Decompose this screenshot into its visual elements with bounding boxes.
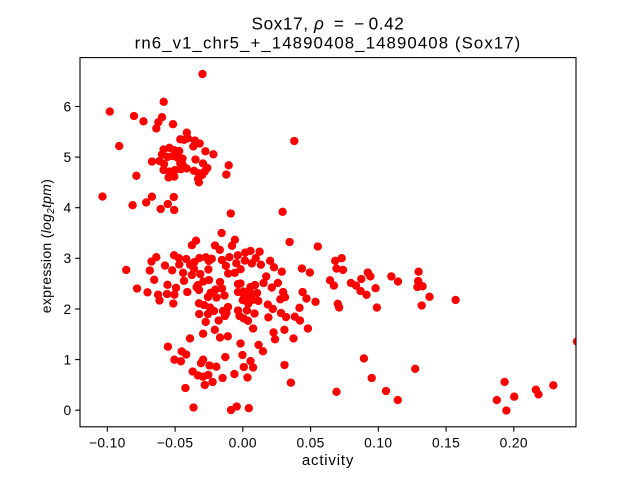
svg-text:5: 5 <box>63 150 71 165</box>
svg-text:3: 3 <box>63 251 71 266</box>
svg-text:0.15: 0.15 <box>432 436 460 451</box>
svg-text:2: 2 <box>63 302 71 317</box>
svg-text:rn6_v1_chr5_+_14890408_1489040: rn6_v1_chr5_+_14890408_14890408 (Sox17) <box>135 34 522 53</box>
svg-text:−0.05: −0.05 <box>157 436 194 451</box>
svg-text:activity: activity <box>302 452 354 469</box>
svg-text:0.10: 0.10 <box>364 436 392 451</box>
svg-text:4: 4 <box>63 201 71 216</box>
svg-text:0.05: 0.05 <box>296 436 324 451</box>
svg-text:0: 0 <box>63 403 71 418</box>
svg-text:−0.10: −0.10 <box>89 436 126 451</box>
svg-text:0.20: 0.20 <box>500 436 528 451</box>
svg-text:6: 6 <box>63 99 71 114</box>
svg-text:0.00: 0.00 <box>229 436 257 451</box>
svg-text:Sox17, ρ = − 0.42: Sox17, ρ = − 0.42 <box>252 13 405 33</box>
svg-text:1: 1 <box>63 353 71 368</box>
